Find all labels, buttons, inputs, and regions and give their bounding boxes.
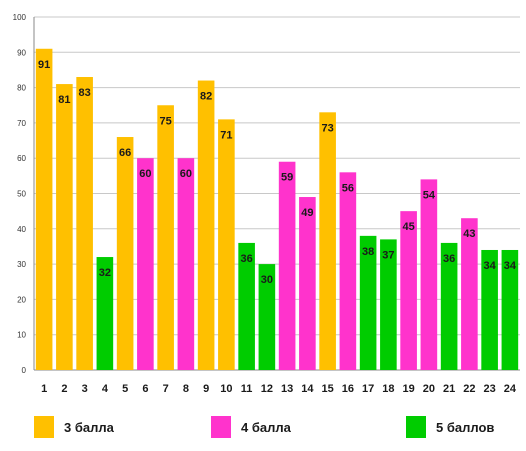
y-tick-label: 50 bbox=[17, 190, 26, 199]
legend-label-5-ballov: 5 баллов bbox=[436, 419, 495, 435]
legend-label-3-balla: 3 балла bbox=[64, 419, 114, 435]
bar bbox=[440, 242, 458, 370]
legend-item-5-ballov: 5 баллов bbox=[406, 414, 494, 440]
data-label: 71 bbox=[220, 129, 232, 141]
legend-swatch-3-balla bbox=[34, 416, 54, 438]
bar bbox=[299, 197, 316, 370]
x-tick-label: 8 bbox=[183, 383, 189, 395]
x-tick-label: 12 bbox=[261, 383, 273, 395]
bar-chart: 0102030405060708090100911812833324665606… bbox=[13, 13, 520, 395]
y-tick-label: 0 bbox=[22, 366, 27, 375]
bar bbox=[319, 112, 336, 370]
y-tick-label: 20 bbox=[17, 295, 26, 304]
bar bbox=[461, 218, 478, 370]
legend-swatch-4-balla bbox=[211, 416, 231, 438]
data-label: 45 bbox=[403, 221, 415, 233]
x-tick-label: 16 bbox=[342, 383, 354, 395]
bar bbox=[380, 239, 397, 370]
x-tick-label: 17 bbox=[362, 383, 374, 395]
data-label: 91 bbox=[38, 59, 50, 71]
legend-item-3-balla: 3 балла bbox=[34, 414, 114, 440]
bar bbox=[197, 80, 215, 370]
bar bbox=[359, 235, 377, 370]
data-label: 34 bbox=[484, 260, 497, 272]
x-tick-label: 3 bbox=[82, 383, 88, 395]
x-tick-label: 19 bbox=[403, 383, 415, 395]
data-label: 37 bbox=[382, 249, 394, 261]
data-label: 30 bbox=[261, 274, 273, 286]
data-label: 38 bbox=[362, 246, 374, 258]
data-label: 36 bbox=[443, 253, 455, 265]
bar bbox=[278, 161, 296, 370]
y-tick-label: 90 bbox=[17, 48, 26, 57]
data-label: 81 bbox=[58, 94, 70, 106]
bar bbox=[481, 249, 498, 370]
bar bbox=[35, 48, 53, 371]
data-label: 83 bbox=[79, 87, 91, 99]
bar bbox=[218, 119, 235, 371]
x-tick-label: 23 bbox=[484, 383, 496, 395]
data-label: 73 bbox=[322, 122, 334, 134]
bar bbox=[501, 249, 519, 370]
data-label: 34 bbox=[504, 260, 517, 272]
data-label: 56 bbox=[342, 182, 354, 194]
data-label: 49 bbox=[301, 207, 313, 219]
bar bbox=[157, 105, 174, 370]
bar bbox=[258, 264, 276, 370]
legend-swatch-5-ballov bbox=[406, 416, 426, 438]
x-tick-label: 10 bbox=[220, 383, 232, 395]
bar bbox=[400, 211, 417, 370]
data-label: 60 bbox=[180, 168, 192, 180]
bar bbox=[339, 172, 357, 370]
data-label: 32 bbox=[99, 267, 111, 279]
x-tick-label: 14 bbox=[301, 383, 314, 395]
y-tick-label: 10 bbox=[17, 331, 26, 340]
x-tick-label: 18 bbox=[382, 383, 394, 395]
bar bbox=[96, 257, 114, 370]
x-tick-label: 2 bbox=[61, 383, 67, 395]
x-tick-label: 11 bbox=[241, 383, 253, 395]
data-label: 43 bbox=[463, 228, 475, 240]
y-tick-label: 60 bbox=[17, 154, 26, 163]
x-tick-label: 15 bbox=[322, 383, 334, 395]
x-tick-label: 21 bbox=[443, 383, 455, 395]
data-label: 54 bbox=[423, 189, 436, 201]
bar bbox=[238, 242, 255, 370]
bar bbox=[116, 137, 134, 370]
y-tick-label: 100 bbox=[13, 13, 27, 22]
x-tick-label: 24 bbox=[504, 383, 517, 395]
y-tick-label: 80 bbox=[17, 84, 26, 93]
x-tick-label: 22 bbox=[463, 383, 475, 395]
x-tick-label: 9 bbox=[203, 383, 209, 395]
legend-item-4-balla: 4 балла bbox=[211, 414, 291, 440]
legend-label-4-balla: 4 балла bbox=[241, 419, 291, 435]
data-label: 75 bbox=[160, 115, 172, 127]
data-label: 59 bbox=[281, 172, 293, 184]
data-label: 66 bbox=[119, 147, 131, 159]
bar bbox=[137, 158, 154, 370]
y-tick-label: 40 bbox=[17, 225, 26, 234]
data-label: 36 bbox=[241, 253, 253, 265]
bar bbox=[56, 84, 73, 370]
x-tick-label: 7 bbox=[163, 383, 169, 395]
bar bbox=[420, 179, 438, 370]
data-label: 60 bbox=[139, 168, 151, 180]
y-tick-label: 30 bbox=[17, 260, 26, 269]
bar bbox=[76, 77, 93, 370]
bar bbox=[177, 158, 195, 370]
x-tick-label: 13 bbox=[281, 383, 293, 395]
x-tick-label: 6 bbox=[142, 383, 148, 395]
x-tick-label: 4 bbox=[102, 383, 109, 395]
x-tick-label: 1 bbox=[41, 383, 47, 395]
x-tick-label: 20 bbox=[423, 383, 435, 395]
x-tick-label: 5 bbox=[122, 383, 128, 395]
y-tick-label: 70 bbox=[17, 119, 26, 128]
data-label: 82 bbox=[200, 91, 212, 103]
